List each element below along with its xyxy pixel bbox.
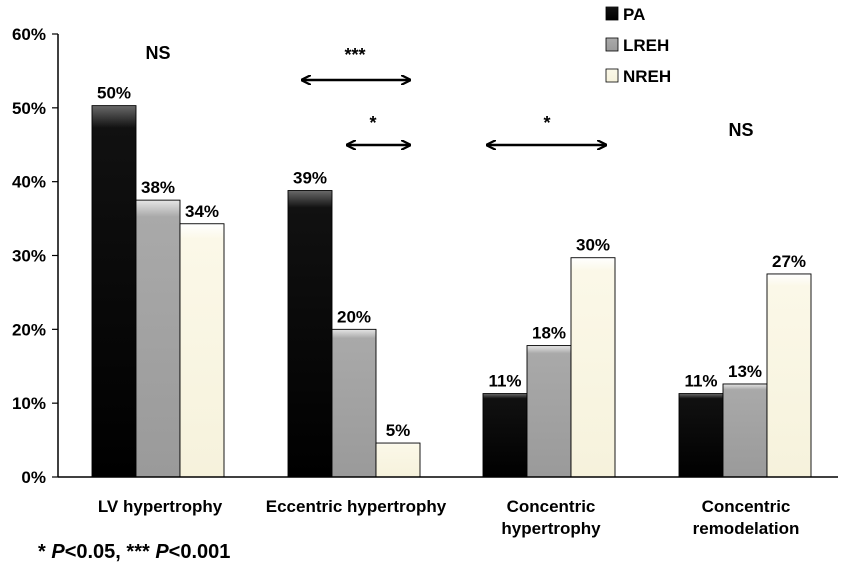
category-labels: LV hypertrophy Eccentric hypertrophy Con… bbox=[98, 497, 800, 538]
y-tick-label: 30% bbox=[12, 247, 46, 266]
bar-nreh-cat2 bbox=[375, 442, 421, 478]
legend-label-nreh: NREH bbox=[623, 67, 671, 86]
data-label-pa-cat3: 11% bbox=[488, 372, 521, 391]
bar-pa-cat3 bbox=[482, 393, 528, 478]
data-label-lreh-cat4: 13% bbox=[728, 362, 762, 381]
data-label-nreh-cat2: 5% bbox=[386, 421, 411, 440]
y-tick-label: 40% bbox=[12, 173, 46, 192]
bars bbox=[91, 105, 812, 478]
legend-label-lreh: LREH bbox=[623, 36, 669, 55]
bar-lreh-cat4 bbox=[722, 383, 768, 478]
legend-swatch-lreh bbox=[605, 37, 619, 52]
legend-label-pa: PA bbox=[623, 5, 645, 24]
data-label-lreh-cat1: 38% bbox=[141, 178, 175, 197]
data-label-pa-cat2: 39% bbox=[293, 169, 327, 188]
bar-chart: 0% 10% 20% 30% 40% 50% 60% 50% 38% 34% 39% 20% 5% 11… bbox=[12, 5, 838, 538]
data-label-lreh-cat2: 20% bbox=[337, 307, 371, 326]
ns-label-lv-hypertrophy: NS bbox=[145, 43, 170, 63]
sig-label-star-concentric: * bbox=[543, 113, 550, 133]
bar-lreh-cat3 bbox=[526, 345, 572, 478]
bar-nreh-cat3 bbox=[570, 257, 616, 478]
legend-swatch-pa bbox=[605, 6, 619, 21]
data-label-lreh-cat3: 18% bbox=[532, 324, 566, 343]
legend: PA LREH NREH bbox=[605, 5, 671, 86]
data-label-nreh-cat3: 30% bbox=[576, 236, 610, 255]
y-tick-label: 60% bbox=[12, 25, 46, 44]
y-tick-label: 0% bbox=[21, 468, 46, 487]
bar-pa-cat2 bbox=[287, 190, 333, 478]
data-label-pa-cat1: 50% bbox=[97, 84, 131, 103]
category-label-eccentric-hypertrophy: Eccentric hypertrophy bbox=[266, 497, 447, 516]
legend-swatch-nreh bbox=[605, 68, 619, 83]
category-label-concentric-hypertrophy: Concentric hypertrophy bbox=[501, 497, 601, 538]
data-label-nreh-cat4: 27% bbox=[772, 252, 806, 271]
y-axis: 0% 10% 20% 30% 40% 50% 60% bbox=[12, 25, 58, 487]
bar-nreh-cat1 bbox=[179, 223, 225, 478]
y-tick-label: 20% bbox=[12, 320, 46, 339]
bar-lreh-cat2 bbox=[331, 328, 377, 478]
ns-label-concentric-remodelation: NS bbox=[728, 120, 753, 140]
category-label-concentric-remodelation: Concentric remodelation bbox=[693, 497, 800, 538]
significance-annotations: NS NS *** * * bbox=[145, 43, 754, 145]
sig-label-star-eccentric: * bbox=[369, 113, 376, 133]
bar-lreh-cat1 bbox=[135, 199, 181, 478]
y-tick-label: 50% bbox=[12, 99, 46, 118]
bar-pa-cat1 bbox=[91, 105, 137, 478]
footnote: * P<0.05, *** P<0.001 bbox=[38, 541, 231, 563]
bar-pa-cat4 bbox=[678, 393, 724, 478]
bar-nreh-cat4 bbox=[766, 273, 812, 478]
sig-label-triple-star: *** bbox=[344, 45, 365, 65]
category-label-lv-hypertrophy: LV hypertrophy bbox=[98, 497, 223, 516]
data-label-nreh-cat1: 34% bbox=[185, 202, 219, 221]
data-labels: 50% 38% 34% 39% 20% 5% 11% 18% 30% 11% 13% 27% bbox=[97, 84, 806, 440]
y-tick-label: 10% bbox=[12, 394, 46, 413]
data-label-pa-cat4: 11% bbox=[684, 372, 717, 391]
